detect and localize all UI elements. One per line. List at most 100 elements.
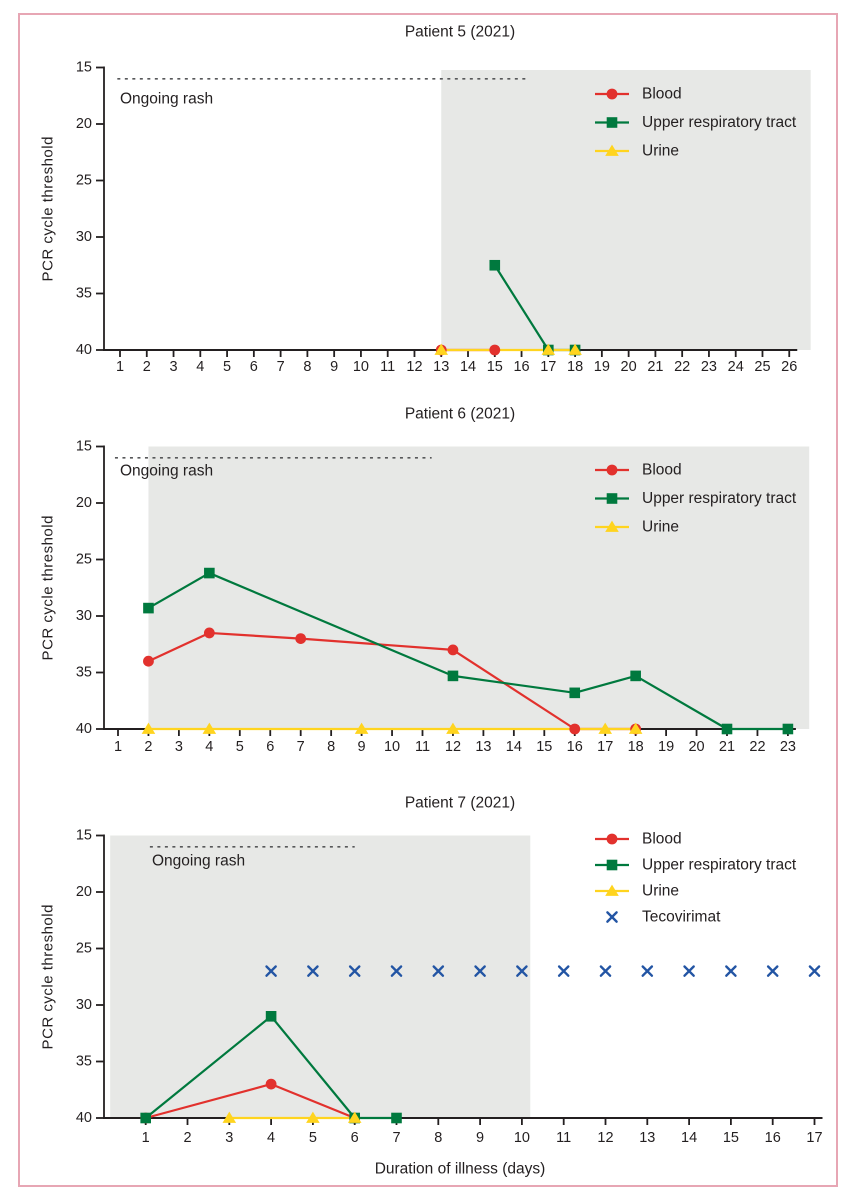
x-tick-label: 14 — [506, 739, 522, 755]
x-tick-label: 13 — [433, 359, 449, 375]
x-tick-label: 13 — [475, 739, 491, 755]
x-tick-label: 3 — [225, 1130, 233, 1146]
legend-marker — [606, 911, 618, 923]
x-tick-label: 5 — [236, 739, 244, 755]
legend-label: Blood — [642, 831, 682, 848]
data-point-marker — [307, 965, 319, 977]
data-point-marker — [143, 655, 154, 667]
x-tick-label: 10 — [353, 359, 369, 375]
panel-7: Patient 7 (2021)PCR cycle threshold15202… — [40, 795, 823, 1178]
data-point-marker — [202, 722, 217, 734]
x-tick-label: 8 — [434, 1130, 442, 1146]
x-tick-label: 19 — [658, 739, 674, 755]
x-tick-label: 18 — [567, 359, 583, 375]
data-point-marker — [348, 965, 361, 977]
y-tick-label: 15 — [76, 828, 92, 844]
ongoing-rash-label: Ongoing rash — [120, 463, 213, 480]
data-point-marker — [390, 965, 403, 977]
data-point-marker — [141, 722, 156, 734]
x-tick-label: 24 — [728, 359, 744, 375]
data-point-marker — [140, 1112, 151, 1124]
shaded-sampling-region — [148, 446, 810, 729]
x-tick-label: 14 — [460, 359, 476, 375]
x-tick-label: 6 — [351, 1130, 359, 1146]
ongoing-rash-label: Ongoing rash — [120, 91, 213, 108]
x-tick-label: 13 — [639, 1130, 655, 1146]
y-tick-label: 20 — [76, 495, 92, 511]
x-tick-label: 2 — [183, 1130, 191, 1146]
shaded-sampling-region — [110, 835, 531, 1118]
legend-label: Upper respiratory tract — [642, 857, 797, 874]
x-tick-label: 7 — [392, 1130, 400, 1146]
legend-marker — [606, 833, 618, 845]
data-point-marker — [432, 965, 445, 977]
x-tick-label: 10 — [384, 739, 400, 755]
x-tick-label: 17 — [806, 1130, 822, 1146]
x-tick-label: 23 — [701, 359, 717, 375]
panel-title: Patient 7 (2021) — [405, 795, 515, 812]
x-tick-label: 15 — [536, 739, 552, 755]
x-tick-label: 6 — [266, 739, 274, 755]
x-tick-label: 5 — [309, 1130, 317, 1146]
data-point-marker — [782, 723, 794, 735]
legend-label: Blood — [642, 86, 682, 103]
data-point-marker — [683, 965, 695, 977]
legend-label: Tecovirimat — [642, 909, 721, 926]
data-point-marker — [721, 723, 733, 735]
data-point-marker — [447, 670, 459, 682]
ongoing-rash-label: Ongoing rash — [152, 853, 245, 870]
legend-marker — [605, 144, 619, 156]
x-tick-label: 3 — [175, 739, 183, 755]
legend-marker — [606, 88, 618, 100]
x-tick-label: 16 — [765, 1130, 781, 1146]
legend-label: Upper respiratory tract — [642, 490, 797, 507]
y-axis-label: PCR cycle threshold — [40, 904, 57, 1049]
y-tick-label: 15 — [76, 60, 92, 76]
data-point-marker — [808, 965, 821, 977]
y-axis-label: PCR cycle threshold — [40, 515, 57, 660]
x-tick-label: 11 — [380, 359, 395, 375]
y-tick-label: 35 — [76, 286, 92, 302]
x-tick-label: 9 — [330, 359, 338, 375]
data-point-marker — [599, 965, 612, 977]
x-tick-label: 1 — [114, 739, 122, 755]
x-tick-label: 14 — [681, 1130, 697, 1146]
legend-marker — [606, 859, 618, 871]
x-axis-label: Duration of illness (days) — [375, 1161, 546, 1178]
data-point-marker — [204, 567, 215, 579]
x-tick-label: 1 — [116, 359, 124, 375]
x-tick-label: 19 — [594, 359, 610, 375]
legend-marker — [605, 884, 619, 896]
data-point-marker — [391, 1112, 402, 1124]
x-tick-label: 17 — [540, 359, 556, 375]
data-point-marker — [143, 602, 154, 614]
x-tick-label: 7 — [277, 359, 285, 375]
legend-label: Blood — [642, 462, 682, 479]
y-tick-label: 25 — [76, 173, 92, 189]
data-point-marker — [265, 965, 277, 977]
data-point-marker — [641, 965, 654, 977]
x-tick-label: 10 — [514, 1130, 530, 1146]
y-tick-label: 20 — [76, 884, 92, 900]
panel-title: Patient 5 (2021) — [405, 24, 515, 41]
x-tick-label: 4 — [205, 739, 213, 755]
x-tick-label: 16 — [567, 739, 583, 755]
x-tick-label: 2 — [143, 359, 151, 375]
x-tick-label: 8 — [327, 739, 335, 755]
legend-label: Upper respiratory tract — [642, 114, 797, 131]
x-tick-label: 25 — [754, 359, 770, 375]
y-tick-label: 15 — [76, 439, 92, 455]
x-tick-label: 21 — [647, 359, 663, 375]
legend-marker — [606, 117, 618, 128]
data-point-marker — [541, 343, 556, 355]
x-tick-label: 9 — [476, 1130, 484, 1146]
data-point-marker — [766, 965, 779, 977]
legend-marker — [606, 464, 618, 476]
x-tick-label: 22 — [749, 739, 765, 755]
legend-marker — [605, 520, 619, 532]
x-tick-label: 26 — [781, 359, 797, 375]
x-tick-label: 1 — [142, 1130, 150, 1146]
data-point-marker — [557, 965, 570, 977]
y-tick-label: 40 — [76, 721, 92, 737]
